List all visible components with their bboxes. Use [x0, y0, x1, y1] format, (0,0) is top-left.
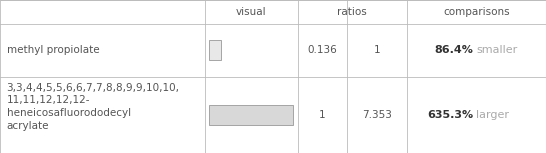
Bar [209, 40, 221, 60]
Text: 1: 1 [373, 45, 380, 55]
Text: 635.3%: 635.3% [428, 110, 474, 120]
Text: 86.4%: 86.4% [435, 45, 474, 55]
Text: larger: larger [476, 110, 509, 120]
Text: comparisons: comparisons [443, 7, 510, 17]
Text: visual: visual [236, 7, 266, 17]
Text: ratios: ratios [337, 7, 367, 17]
Bar [209, 105, 293, 125]
Text: methyl propiolate: methyl propiolate [7, 45, 99, 55]
Text: 7.353: 7.353 [362, 110, 391, 120]
Text: 3,3,4,4,5,5,6,6,7,7,8,8,9,9,10,10,
11,11,12,12,12-
heneicosafluorododecyl
acryla: 3,3,4,4,5,5,6,6,7,7,8,8,9,9,10,10, 11,11… [7, 83, 180, 131]
Text: 0.136: 0.136 [307, 45, 337, 55]
Text: 1: 1 [319, 110, 325, 120]
Text: smaller: smaller [476, 45, 518, 55]
